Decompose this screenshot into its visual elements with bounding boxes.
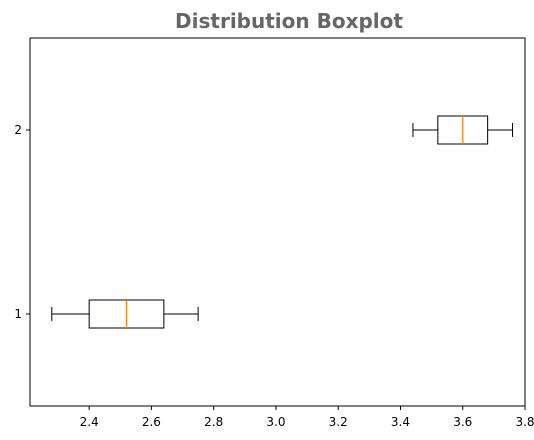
chart-title: Distribution Boxplot — [175, 9, 403, 33]
x-tick-label: 3.2 — [329, 415, 348, 429]
x-tick-label: 2.8 — [204, 415, 223, 429]
chart-marks: 2.4 2.6 2.8 3.0 3.2 3.4 3.6 3.8 1 2 — [14, 115, 534, 429]
x-tick-label: 2.4 — [80, 415, 99, 429]
x-tick-label: 3.8 — [515, 415, 534, 429]
y-tick-label: 1 — [14, 307, 22, 321]
x-tick-label: 2.6 — [142, 415, 161, 429]
x-tick-label: 3.4 — [391, 415, 410, 429]
x-tick-label: 3.0 — [266, 415, 285, 429]
plot-area-frame — [29, 37, 526, 407]
y-tick-label: 2 — [14, 123, 22, 137]
x-tick-label: 3.6 — [453, 415, 472, 429]
